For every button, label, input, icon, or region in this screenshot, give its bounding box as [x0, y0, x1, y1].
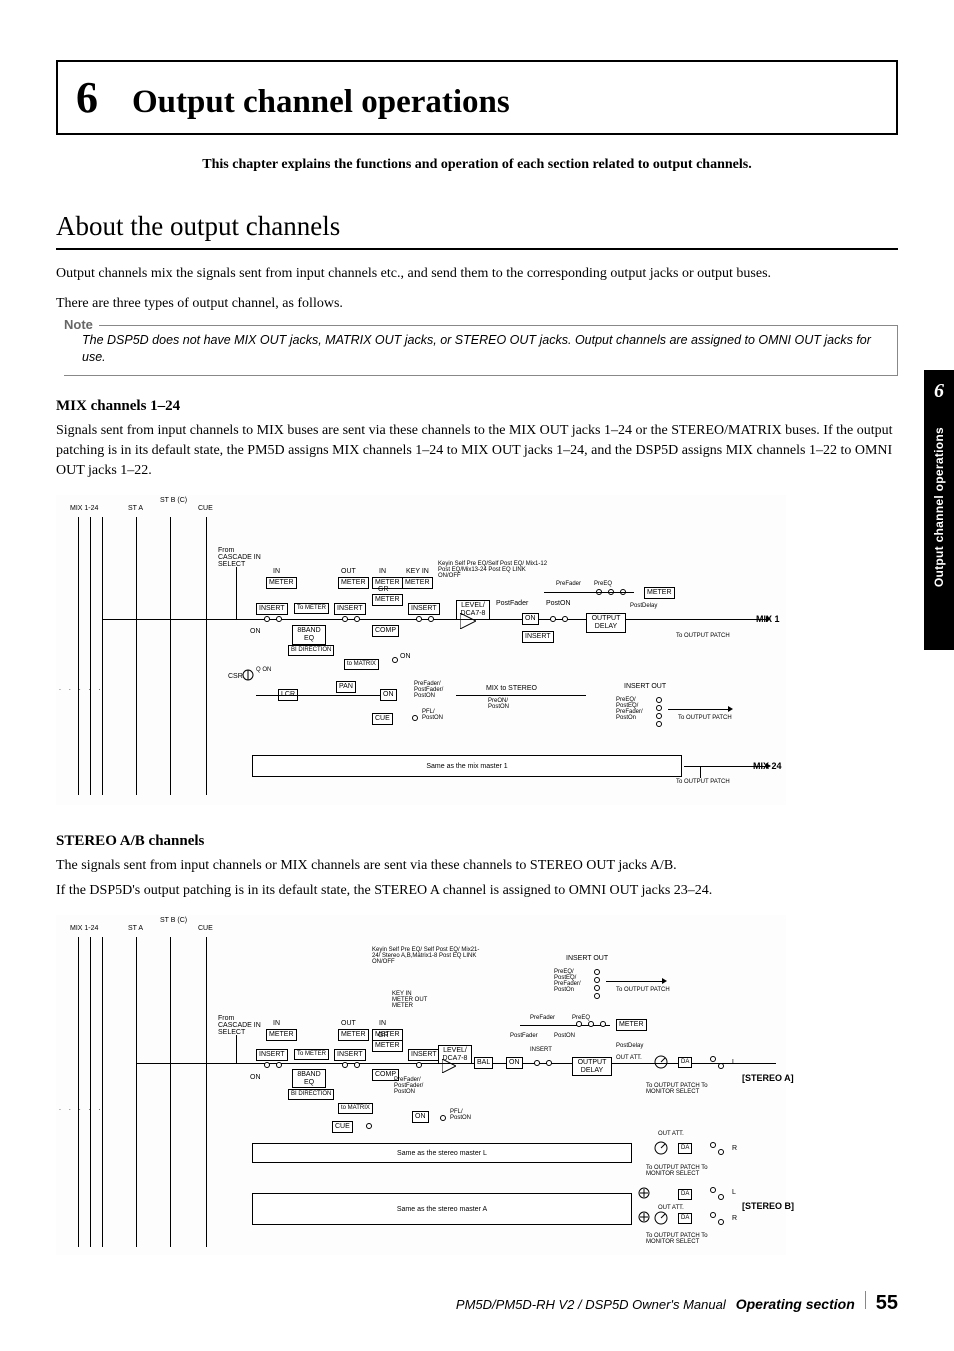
mix24-label: MIX 24	[753, 761, 782, 771]
stereo-channel-block-diagram: MIX 1-24 ST A ST B (C) CUE . . . . . Key…	[56, 915, 786, 1255]
footer-page-number: 55	[876, 1292, 898, 1315]
bus-label: ST B (C)	[160, 497, 187, 504]
subsection-stereo-p1: The signals sent from input channels or …	[56, 856, 898, 876]
footer-section-name: Operating section	[736, 1296, 855, 1312]
delay-block: OUTPUT DELAY	[586, 613, 626, 632]
mix1-label: MIX 1	[756, 614, 780, 624]
meter-gr: METER	[372, 594, 403, 606]
note-box: Note The DSP5D does not have MIX OUT jac…	[64, 325, 898, 376]
meter-keyin: METER	[402, 577, 433, 589]
tomatrix-block: to MATRIX	[344, 659, 379, 670]
eq-block: 8BAND EQ	[292, 625, 326, 644]
footer-divider	[865, 1291, 866, 1309]
insert-out-label2: INSERT OUT	[566, 955, 608, 962]
chapter-header: 6 Output channel operations	[56, 60, 898, 135]
section-title-about: About the output channels	[56, 211, 898, 250]
bidir-block: BI DIRECTION	[288, 645, 334, 656]
stereo-a-label: [STEREO A]	[742, 1073, 794, 1083]
on-block2: ON	[380, 689, 397, 701]
meter-block2: METER	[338, 577, 369, 589]
subsection-stereo-title: STEREO A/B channels	[56, 833, 898, 850]
chapter-number: 6	[76, 72, 98, 123]
section1-p1: Output channels mix the signals sent fro…	[56, 264, 898, 284]
section1-p2: There are three types of output channel,…	[56, 294, 898, 314]
note-label: Note	[64, 317, 99, 332]
insert-block3: INSERT	[408, 603, 440, 615]
stereo-b-label: [STEREO B]	[742, 1201, 794, 1211]
on-block: ON	[522, 613, 539, 625]
page-footer: PM5D/PM5D-RH V2 / DSP5D Owner's Manual O…	[56, 1291, 898, 1315]
tometer-block: To METER	[294, 603, 329, 614]
repeat-box: Same as the mix master 1	[252, 755, 682, 777]
mix-channel-block-diagram: MIX 1-24 ST A ST B (C) CUE . . . . . Fro…	[56, 495, 786, 805]
bus-label: ST A	[128, 505, 143, 512]
footer-manual-name: PM5D/PM5D-RH V2 / DSP5D Owner's Manual	[456, 1297, 726, 1312]
insert-block2: INSERT	[334, 603, 366, 615]
insert-block: INSERT	[256, 603, 288, 615]
chapter-intro: This chapter explains the functions and …	[56, 157, 898, 173]
meter-out: METER	[644, 587, 675, 599]
chapter-title: Output channel operations	[132, 84, 510, 121]
repeat-box-l: Same as the stereo master L	[252, 1143, 632, 1163]
meter-block: METER	[266, 577, 297, 589]
dots: . . . . .	[59, 685, 104, 692]
cue-block: CUE	[372, 713, 393, 725]
insert-block4: INSERT	[522, 631, 554, 643]
subsection-mix-text: Signals sent from input channels to MIX …	[56, 421, 898, 482]
pan-block: PAN	[336, 681, 356, 693]
subsection-mix-title: MIX channels 1–24	[56, 398, 898, 415]
subsection-stereo-p2: If the DSP5D's output patching is in its…	[56, 881, 898, 901]
bus-label: CUE	[198, 505, 213, 512]
note-text: The DSP5D does not have MIX OUT jacks, M…	[82, 332, 887, 367]
comp-block: COMP	[372, 625, 399, 637]
repeat-box-a: Same as the stereo master A	[252, 1193, 632, 1225]
bus-label: MIX 1-24	[70, 505, 98, 512]
insert-out-label: INSERT OUT	[624, 683, 666, 690]
cascade-label: From CASCADE IN SELECT	[218, 547, 262, 568]
